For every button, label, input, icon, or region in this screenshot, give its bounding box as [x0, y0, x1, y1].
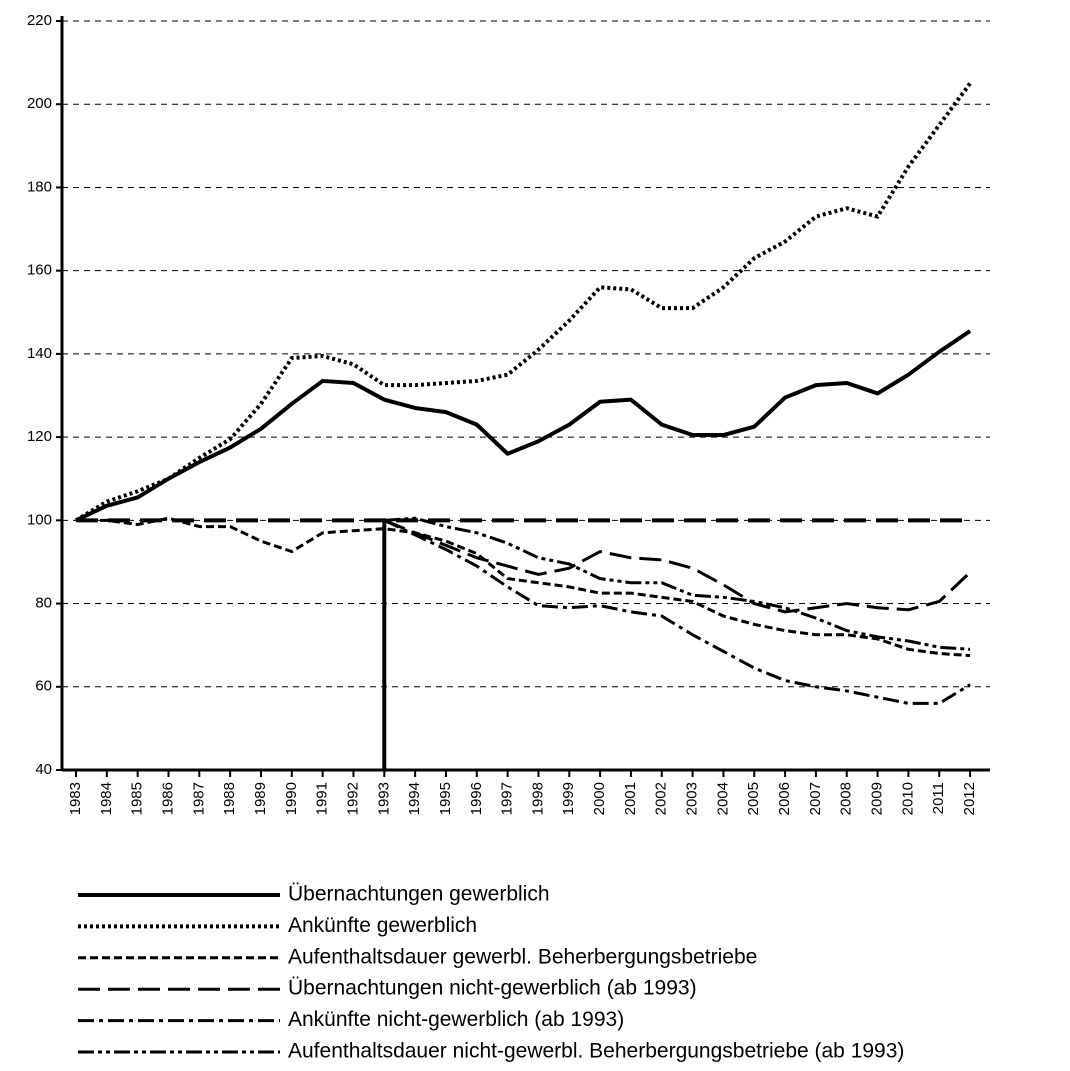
x-tick-label: 2005	[745, 782, 762, 815]
legend-label: Übernachtungen nicht-gewerblich (ab 1993…	[288, 977, 697, 1000]
x-tick-label: 2011	[930, 782, 947, 814]
x-tick-label: 1998	[529, 782, 546, 815]
legend-label: Ankünfte nicht-gewerblich (ab 1993)	[288, 1008, 624, 1031]
series-line	[75, 329, 972, 523]
y-tick-label: 220	[27, 12, 52, 29]
x-tick-label: 1999	[560, 782, 577, 815]
x-tick-label: 1993	[375, 782, 392, 815]
x-tick-label: 2006	[776, 782, 793, 815]
x-tick-label: 1992	[344, 782, 361, 815]
y-tick-label: 180	[27, 178, 52, 195]
x-tick-label: 2012	[961, 782, 978, 815]
x-tick-label: 1985	[129, 782, 146, 815]
x-tick-label: 2002	[653, 782, 670, 815]
x-tick-label: 1990	[283, 782, 300, 815]
series-line	[383, 518, 972, 614]
series-line	[384, 516, 971, 651]
series-line	[383, 518, 971, 705]
x-tick-label: 1983	[67, 782, 84, 815]
y-tick-label: 200	[27, 95, 52, 112]
x-tick-label: 2004	[714, 782, 731, 815]
x-tick-label: 1997	[499, 782, 516, 815]
x-tick-label: 1988	[221, 782, 238, 815]
x-tick-label: 1994	[406, 782, 423, 815]
y-tick-label: 80	[35, 595, 52, 612]
x-tick-label: 2007	[807, 782, 824, 815]
y-tick-label: 120	[27, 428, 52, 445]
x-tick-label: 2009	[869, 782, 886, 815]
legend-label: Ankünfte gewerblich	[288, 914, 477, 937]
x-tick-label: 1989	[252, 782, 269, 815]
x-tick-label: 1984	[98, 782, 115, 815]
y-tick-label: 140	[27, 345, 52, 362]
x-tick-label: 1995	[437, 782, 454, 815]
x-tick-label: 2003	[684, 782, 701, 815]
y-tick-label: 60	[35, 678, 52, 695]
x-tick-label: 1991	[314, 782, 331, 815]
x-tick-label: 1987	[190, 782, 207, 815]
x-tick-label: 2000	[591, 782, 608, 815]
x-tick-label: 2008	[838, 782, 855, 815]
y-tick-label: 40	[35, 761, 52, 778]
x-tick-label: 1986	[159, 782, 176, 815]
legend-label: Aufenthaltsdauer gewerbl. Beherbergungsb…	[288, 945, 757, 968]
y-tick-label: 100	[27, 511, 52, 528]
y-tick-label: 160	[27, 262, 52, 279]
legend-label: Aufenthaltsdauer nicht-gewerbl. Beherber…	[288, 1040, 904, 1063]
x-tick-label: 2010	[899, 782, 916, 815]
series-line	[76, 516, 971, 658]
x-tick-label: 2001	[622, 782, 639, 815]
series-line	[74, 82, 972, 523]
x-tick-label: 1996	[468, 782, 485, 815]
legend-label: Übernachtungen gewerblich	[288, 883, 550, 906]
